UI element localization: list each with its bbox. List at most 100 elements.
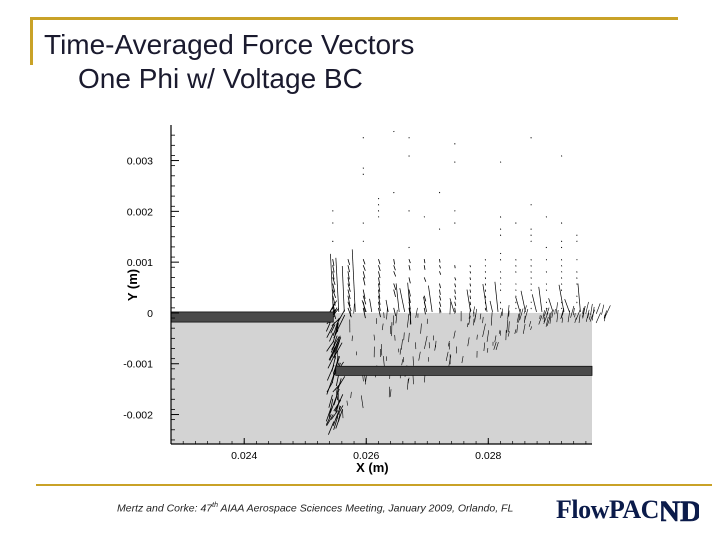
force-vector xyxy=(336,309,346,325)
force-vector xyxy=(393,283,397,290)
force-vector xyxy=(350,391,352,399)
force-vector xyxy=(407,379,409,390)
y-tick-label: -0.002 xyxy=(123,410,153,422)
force-vector xyxy=(447,340,450,347)
force-vector xyxy=(500,311,503,318)
force-vector xyxy=(332,271,335,280)
force-vector xyxy=(578,314,581,323)
force-vector xyxy=(590,303,593,316)
force-vector xyxy=(604,310,607,319)
force-vector xyxy=(335,378,342,396)
force-vector xyxy=(454,283,457,288)
force-vector xyxy=(473,306,475,314)
force-vector xyxy=(546,318,550,326)
force-vector xyxy=(476,334,478,340)
dielectric-region xyxy=(171,312,592,444)
force-vector xyxy=(333,329,339,339)
force-vector xyxy=(332,382,342,393)
force-vector xyxy=(555,302,558,314)
y-axis-ticks: 0.003 0.002 0.001 0 -0.001 -0.002 xyxy=(123,134,179,441)
force-vector xyxy=(380,344,383,356)
force-vector xyxy=(378,307,381,318)
force-vector xyxy=(400,339,403,350)
force-vector xyxy=(328,398,334,418)
slide-frame-top-rule xyxy=(30,17,678,20)
force-vector xyxy=(328,343,338,361)
force-vector xyxy=(574,313,576,318)
title-line-2: One Phi w/ Voltage BC xyxy=(78,63,363,94)
force-vector xyxy=(543,312,549,324)
force-vector xyxy=(347,301,352,312)
force-vector xyxy=(588,316,591,320)
force-vector xyxy=(448,343,451,350)
svg-text:ND: ND xyxy=(661,495,699,527)
force-vector xyxy=(468,310,471,319)
logo-wordmark: FlowPAC xyxy=(556,495,659,524)
force-vector xyxy=(399,288,406,313)
y-axis-label: Y (m) xyxy=(125,269,140,301)
force-vector xyxy=(585,301,589,314)
force-vector xyxy=(408,258,411,264)
force-vector xyxy=(386,307,388,320)
force-vector xyxy=(390,389,392,397)
force-vector xyxy=(445,351,449,362)
force-vector xyxy=(469,295,471,300)
force-vector xyxy=(401,359,404,366)
force-vector xyxy=(556,309,559,323)
force-vector xyxy=(439,295,442,301)
force-vector xyxy=(423,295,427,302)
upper-electrode xyxy=(170,311,334,323)
force-vector xyxy=(393,259,396,265)
force-vector xyxy=(346,400,348,406)
force-vector xyxy=(507,331,510,337)
force-vector xyxy=(335,257,340,312)
force-vector xyxy=(486,347,489,353)
force-vector xyxy=(439,301,442,307)
footer-citation-end: AIAA Aerospace Sciences Meeting, January… xyxy=(217,502,514,515)
force-vector xyxy=(336,376,346,390)
force-vector xyxy=(347,283,351,292)
force-vector xyxy=(347,295,351,307)
force-vector xyxy=(326,374,335,395)
force-vector xyxy=(325,414,332,425)
force-vector xyxy=(333,416,339,430)
force-vector xyxy=(482,323,486,338)
force-vector xyxy=(332,277,336,285)
x-tick-label: 0.026 xyxy=(353,450,379,462)
force-vector xyxy=(423,259,426,264)
x-tick-label: 0.028 xyxy=(475,450,501,462)
force-vector xyxy=(329,332,334,342)
force-vector xyxy=(361,300,367,313)
footer-citation-start: Mertz and Corke: 47 xyxy=(117,502,213,515)
force-vector xyxy=(362,277,366,286)
notre-dame-monogram-icon: ND xyxy=(661,495,699,527)
force-vector xyxy=(423,277,427,282)
force-vector xyxy=(353,303,355,314)
force-vector xyxy=(582,307,584,314)
force-vector xyxy=(395,283,400,312)
footer-ordinal-suffix: th xyxy=(212,502,218,509)
footer-citation: Mertz and Corke: 47th AIAA Aerospace Sci… xyxy=(117,502,513,515)
force-vector xyxy=(572,307,575,316)
force-vector xyxy=(468,315,471,325)
force-vector xyxy=(326,322,336,338)
force-vector xyxy=(439,259,441,263)
force-vector xyxy=(454,295,457,300)
y-tick-label: -0.001 xyxy=(123,359,153,371)
y-tick-label: 0.002 xyxy=(127,206,153,218)
force-vector xyxy=(409,311,412,325)
force-vector xyxy=(516,313,520,323)
force-vector xyxy=(519,308,524,321)
force-vector xyxy=(378,301,381,312)
force-vector xyxy=(515,296,521,313)
force-vector xyxy=(469,271,472,274)
y-tick-label: 0 xyxy=(147,308,153,320)
force-vector xyxy=(467,337,470,347)
force-vector xyxy=(334,394,344,412)
force-vector xyxy=(341,266,345,312)
force-vector xyxy=(489,300,493,313)
x-tick-label: 0.024 xyxy=(231,450,257,462)
force-vector xyxy=(564,299,570,313)
force-vector xyxy=(423,307,426,315)
